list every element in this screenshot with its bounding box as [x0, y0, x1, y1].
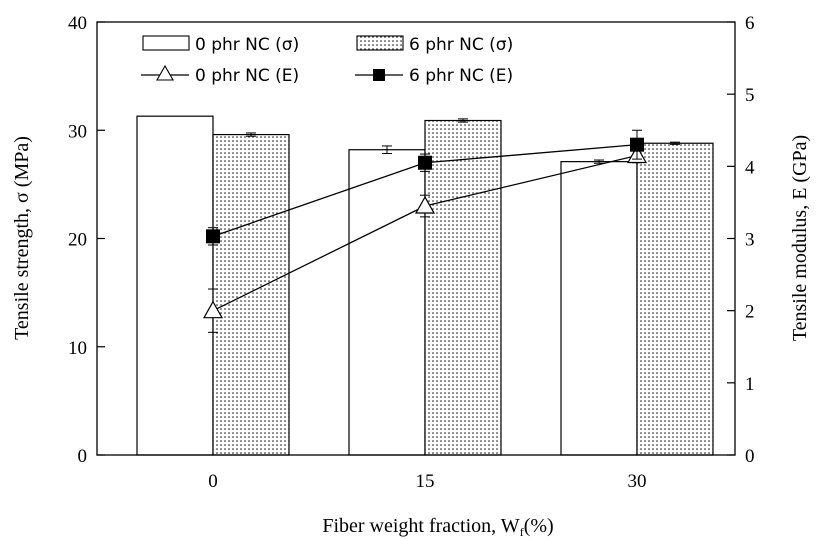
legend-label-6phr-strength: 6 phr NC (σ)	[409, 35, 513, 55]
y-right-tick-label: 5	[745, 85, 755, 106]
legend-marker-square	[373, 69, 385, 81]
y-left-tick-label: 20	[68, 230, 87, 251]
bar-6phr-15	[424, 119, 502, 456]
y-right-tick-label: 0	[745, 446, 755, 467]
bar-6phr-30	[636, 142, 714, 456]
bar-0phr-0	[136, 115, 214, 456]
axes-layer: 0 10 20 30 40 0 1 2 3 4 5 6 0 15 30	[68, 13, 755, 492]
y-right-tick-label: 6	[745, 13, 755, 34]
legend-swatch-0phr-strength	[142, 35, 190, 51]
y-left-tick-label: 10	[68, 338, 87, 359]
legend-label-6phr-modulus: 6 phr NC (E)	[409, 66, 513, 86]
y-right-tick-label: 1	[745, 374, 755, 395]
x-tick-label: 15	[416, 471, 435, 492]
lines-layer	[202, 129, 648, 333]
y-right-tick-label: 4	[745, 157, 755, 178]
y-left-tick-label: 40	[68, 13, 87, 34]
marker-0phr-0	[202, 300, 224, 319]
marker-6phr-15	[418, 155, 432, 170]
bar-0phr-30	[560, 161, 638, 456]
marker-0phr-15	[414, 195, 436, 214]
marker-6phr-0	[206, 229, 220, 244]
bar-6phr-0	[212, 133, 290, 456]
legend-label-0phr-modulus: 0 phr NC (E)	[195, 66, 299, 86]
legend-marker-triangle	[156, 64, 174, 81]
bars-layer	[136, 115, 714, 456]
x-tick-label: 30	[628, 471, 647, 492]
x-tick-label: 0	[208, 471, 218, 492]
y-axis-left-label: Tensile strength, σ (MPa)	[11, 136, 33, 340]
legend-swatch-6phr-strength	[356, 35, 404, 51]
y-right-tick-label: 3	[745, 230, 755, 251]
y-axis-right-label: Tensile modulus, E (GPa)	[789, 135, 811, 341]
legend: 0 phr NC (σ) 6 phr NC (σ) 0 phr NC (E) 6 ph…	[141, 35, 513, 86]
bar-0phr-15	[348, 149, 426, 456]
legend-label-0phr-strength: 0 phr NC (σ)	[195, 35, 299, 55]
y-left-tick-label: 0	[78, 446, 88, 467]
marker-6phr-30	[630, 137, 644, 152]
y-left-tick-label: 30	[68, 121, 87, 142]
x-axis-label: Fiber weight fraction, Wf(%)	[322, 515, 553, 539]
y-right-tick-label: 2	[745, 302, 755, 323]
